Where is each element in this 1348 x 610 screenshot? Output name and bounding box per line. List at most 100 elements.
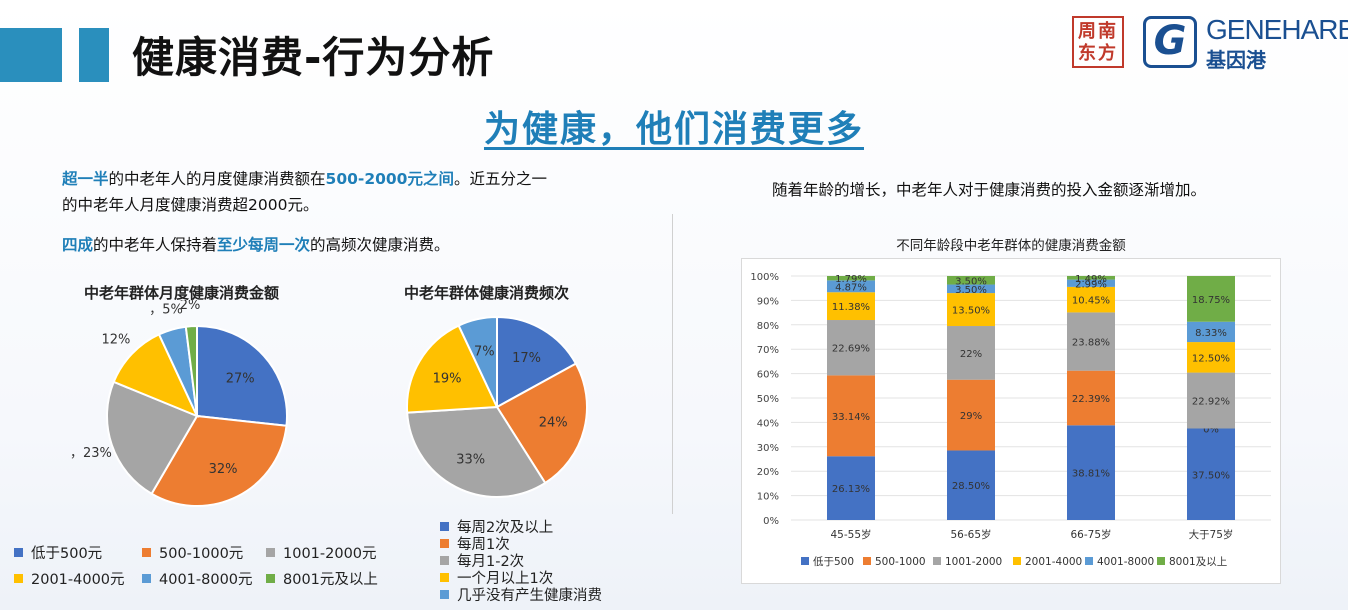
legend-label: 8001元及以上 bbox=[283, 572, 378, 588]
bar-segment bbox=[1187, 342, 1235, 373]
bar-segment bbox=[947, 379, 995, 451]
bar-data-label: 22.39% bbox=[1072, 394, 1110, 405]
bar-data-label: 10.45% bbox=[1072, 296, 1110, 307]
pie1-chart: 27% 32% ，23% 12% ，5%2% bbox=[70, 300, 288, 507]
pie2-legend-item: 一个月以上1次 bbox=[440, 567, 553, 588]
bar-legend-swatch bbox=[1085, 557, 1093, 565]
bar-segment bbox=[1187, 276, 1235, 322]
bar-data-label: 29% bbox=[960, 411, 982, 422]
pie2-slice bbox=[406, 324, 499, 414]
pie1-slice bbox=[184, 324, 198, 417]
pie2-slice bbox=[496, 315, 578, 409]
legend-swatch bbox=[14, 574, 23, 583]
bar-legend-swatch bbox=[1013, 557, 1021, 565]
text-run: 的中老年人的月度健康消费额在 bbox=[108, 170, 326, 188]
legend-label: 每周2次及以上 bbox=[457, 520, 554, 536]
highlight-text: 四成 bbox=[62, 236, 94, 254]
seal-line-1: 周南 bbox=[1078, 21, 1118, 42]
bar-chart-title: 不同年龄段中老年群体的健康消费金额 bbox=[896, 238, 1126, 254]
pie1-legend-item: 低于500元 bbox=[14, 542, 102, 563]
bar-segment bbox=[947, 450, 995, 520]
bar-segment bbox=[947, 284, 995, 294]
x-tick-label: 大于75岁 bbox=[1189, 528, 1234, 541]
right-paragraph: 随着年龄的增长，中老年人对于健康消费的投入金额逐渐增加。 bbox=[772, 181, 1207, 199]
pie1-legend-item: 4001-8000元 bbox=[142, 568, 253, 589]
bar-data-label: 22.92% bbox=[1192, 397, 1230, 408]
bar-segment bbox=[947, 293, 995, 327]
left-paragraph-1: 超一半的中老年人的月度健康消费额在500-2000元之间。近五分之一 的中老年人… bbox=[62, 166, 547, 218]
highlight-text: 500-2000元之间 bbox=[325, 170, 454, 188]
legend-label: 1001-2000元 bbox=[283, 546, 377, 562]
legend-label: 每月1-2次 bbox=[457, 554, 525, 570]
bar-segment bbox=[1187, 321, 1235, 343]
legend-swatch bbox=[440, 522, 449, 531]
pie2-legend-item: 每周2次及以上 bbox=[440, 516, 553, 537]
bar-legend-label: 4001-8000 bbox=[1097, 556, 1154, 568]
left-line-1: 超一半的中老年人的月度健康消费额在500-2000元之间。近五分之一 bbox=[62, 166, 547, 192]
header-decor-block-small bbox=[79, 28, 109, 82]
bar-data-label: 37.50% bbox=[1192, 470, 1230, 481]
bar-segment bbox=[947, 326, 995, 380]
legend-label: 一个月以上1次 bbox=[457, 571, 554, 587]
pie1-slice-label: 32% bbox=[209, 462, 238, 477]
y-tick-label: 20% bbox=[757, 467, 779, 478]
legend-label: 4001-8000元 bbox=[159, 572, 253, 588]
bar-segment bbox=[1187, 428, 1235, 520]
pie1-legend-item: 8001元及以上 bbox=[266, 568, 378, 589]
x-tick-label: 45-55岁 bbox=[830, 528, 871, 541]
bar-data-label: 8.33% bbox=[1195, 328, 1227, 339]
left-line-2: 的中老年人月度健康消费超2000元。 bbox=[62, 196, 319, 214]
x-tick-label: 66-75岁 bbox=[1070, 528, 1111, 541]
bar-data-label: 0% bbox=[1203, 425, 1219, 436]
bar-data-label: 38.81% bbox=[1072, 469, 1110, 480]
bar-data-label: 2.99% bbox=[1075, 279, 1107, 290]
pie2-title: 中老年群体健康消费频次 bbox=[404, 284, 570, 302]
pie1-legend-item: 2001-4000元 bbox=[14, 568, 125, 589]
text-run: 。近五分之一 bbox=[453, 170, 547, 188]
bar-segment bbox=[1067, 425, 1115, 520]
y-tick-label: 100% bbox=[750, 272, 779, 283]
highlight-text: 超一半 bbox=[62, 170, 109, 188]
left-paragraph-2: 四成的中老年人保持着至少每周一次的高频次健康消费。 bbox=[62, 232, 450, 258]
y-tick-label: 70% bbox=[757, 345, 779, 356]
legend-swatch bbox=[440, 556, 449, 565]
pie2-slice-label: 24% bbox=[539, 415, 568, 430]
bar-data-label: 23.88% bbox=[1072, 338, 1110, 349]
brand-name-cn: 基因港 bbox=[1206, 48, 1266, 72]
bar-segment bbox=[827, 280, 875, 293]
pie2-slice-label: 17% bbox=[512, 351, 541, 366]
legend-swatch bbox=[440, 539, 449, 548]
stacked-bar-chart: 0% 10% 20% 30% 40% 50% 60% 70% 80% 90% 100% 26.13% 3… bbox=[750, 272, 1271, 568]
pie2-slice bbox=[495, 362, 588, 485]
pie2-legend-item: 每月1-2次 bbox=[440, 550, 524, 571]
pie1-slice bbox=[196, 324, 288, 427]
bar-data-label: 3.50% bbox=[955, 285, 987, 296]
highlight-text: 至少每周一次 bbox=[217, 236, 311, 254]
bar-legend-label: 低于500 bbox=[813, 555, 854, 568]
bar-legend-swatch bbox=[933, 557, 941, 565]
text-run: 的高频次健康消费。 bbox=[310, 236, 450, 254]
bar-data-label: 33.14% bbox=[832, 412, 870, 423]
bar-data-label: 13.50% bbox=[952, 306, 990, 317]
y-tick-label: 90% bbox=[757, 296, 779, 307]
legend-label: 500-1000元 bbox=[159, 546, 244, 562]
bar-legend-swatch bbox=[1157, 557, 1165, 565]
x-tick-label: 56-65岁 bbox=[950, 528, 991, 541]
pie1-title: 中老年群体月度健康消费金额 bbox=[84, 284, 280, 302]
bar-segment bbox=[1067, 275, 1115, 280]
bar-segment bbox=[1067, 279, 1115, 287]
slide-subtitle: 为健康，他们消费更多 bbox=[483, 109, 864, 150]
pie2-legend-item: 每周1次 bbox=[440, 533, 510, 554]
pie2-slice-label: 7% bbox=[474, 344, 495, 359]
brand-name-en: GENEHARBOR bbox=[1206, 14, 1348, 45]
bar-data-label: 11.38% bbox=[832, 302, 870, 313]
y-tick-label: 50% bbox=[757, 394, 779, 405]
pie1-slice-label: 27% bbox=[226, 371, 255, 386]
pie1-slice bbox=[106, 380, 199, 496]
pie1-legend-item: 500-1000元 bbox=[142, 542, 243, 563]
bar-segment bbox=[827, 320, 875, 376]
bar-segment bbox=[1067, 286, 1115, 313]
bar-data-label: 18.75% bbox=[1192, 295, 1230, 306]
bar-segment bbox=[827, 375, 875, 457]
legend-label: 2001-4000元 bbox=[31, 572, 125, 588]
